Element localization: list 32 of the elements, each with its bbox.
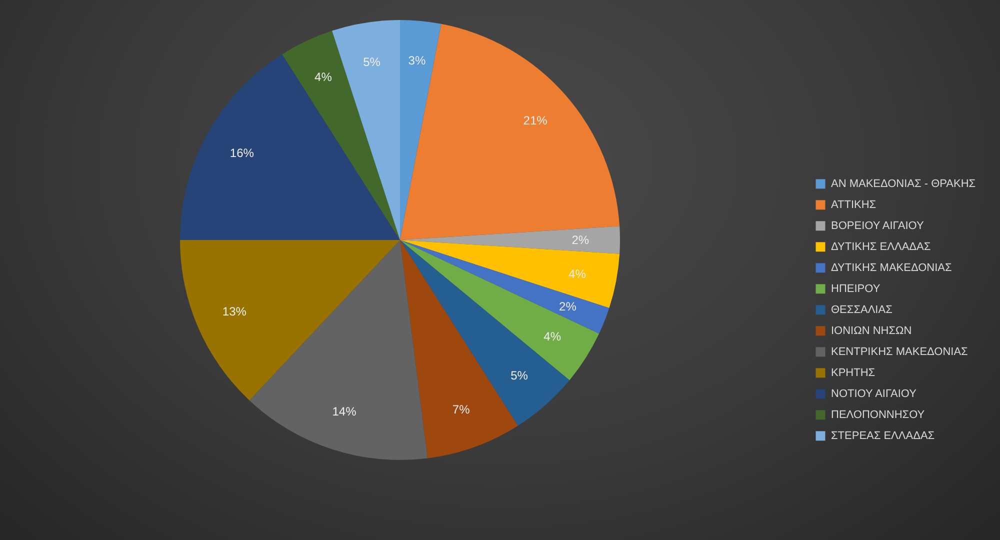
pie-slice bbox=[180, 54, 400, 240]
pie-slice bbox=[332, 20, 400, 240]
data-label: 2% bbox=[559, 299, 577, 314]
legend-label: ΒΟΡΕΙΟΥ ΑΙΓΑΙΟΥ bbox=[831, 220, 924, 232]
pie-slice bbox=[400, 20, 442, 240]
data-label: 13% bbox=[222, 304, 247, 319]
data-label: 4% bbox=[544, 330, 562, 344]
data-label: 7% bbox=[452, 402, 470, 417]
legend-label: ΚΕΝΤΡΙΚΗΣ ΜΑΚΕΔΟΝΙΑΣ bbox=[831, 346, 968, 358]
data-label: 5% bbox=[510, 368, 528, 382]
data-label: 14% bbox=[332, 404, 357, 419]
data-label: 4% bbox=[314, 70, 332, 84]
data-label: 21% bbox=[523, 114, 548, 128]
pie-slice bbox=[180, 240, 400, 400]
data-label: 4% bbox=[568, 266, 586, 281]
legend-label: ΣΤΕΡΕΑΣ ΕΛΛΑΔΑΣ bbox=[831, 430, 935, 442]
legend-label: ΠΕΛΟΠΟΝΝΗΣΟΥ bbox=[831, 408, 926, 421]
legend-label: ΙΟΝΙΩΝ ΝΗΣΩΝ bbox=[831, 324, 912, 337]
data-label: 5% bbox=[363, 54, 381, 69]
legend-label: ΝΟΤΙΟΥ ΑΙΓΑΙΟΥ bbox=[831, 388, 918, 400]
legend-label: ΔΥΤΙΚΗΣ ΜΑΚΕΔΟΝΙΑΣ bbox=[831, 262, 952, 274]
legend-label: ΗΠΕΙΡΟΥ bbox=[831, 282, 881, 295]
legend-label: ΔΥΤΙΚΗΣ ΕΛΛΑΔΑΣ bbox=[831, 240, 931, 253]
legend-label: ΑΤΤΙΚΗΣ bbox=[831, 198, 876, 211]
pie-slice bbox=[249, 240, 428, 460]
legend-label: ΚΡΗΤΗΣ bbox=[831, 366, 876, 379]
data-label: 2% bbox=[572, 233, 590, 247]
pie-slice bbox=[282, 30, 400, 240]
data-label: 16% bbox=[230, 146, 254, 160]
legend-label: ΘΕΣΣΑΛΙΑΣ bbox=[831, 304, 893, 316]
legend-label: ΑΝ ΜΑΚΕΔΟΝΙΑΣ - ΘΡΑΚΗΣ bbox=[831, 178, 976, 190]
data-label: 3% bbox=[408, 53, 426, 68]
